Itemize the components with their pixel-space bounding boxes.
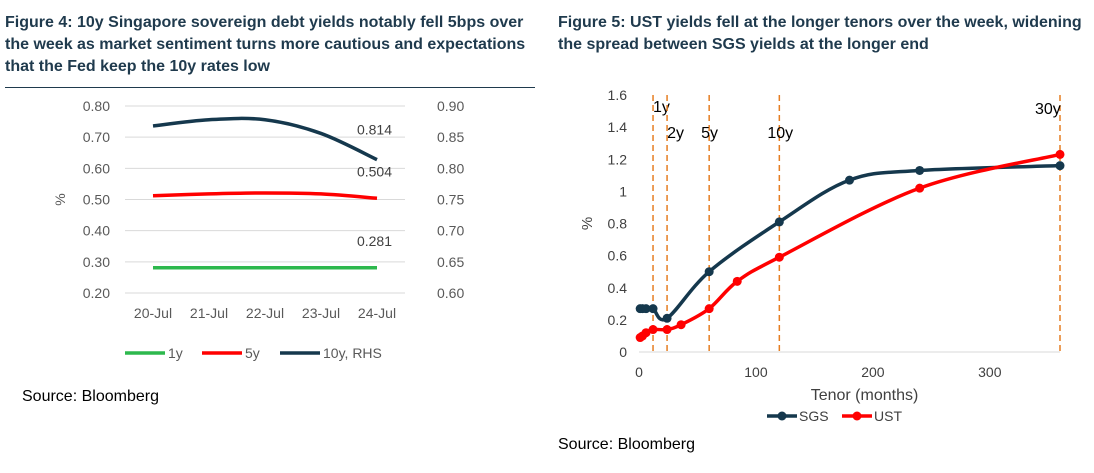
- tenor-marker-label: 5y: [701, 125, 718, 142]
- data-label: 0.504: [357, 163, 392, 179]
- legend-label: UST: [874, 408, 902, 424]
- x-tick-label: 200: [861, 364, 885, 380]
- data-point-sgs: [648, 304, 658, 314]
- x-tick-label: 22-Jul: [246, 305, 284, 321]
- series-line-5y: [152, 191, 378, 200]
- data-point-sgs: [915, 165, 925, 175]
- figure-5-title: Figure 5: UST yields fell at the longer …: [558, 14, 1082, 53]
- y-tick-label: 0.20: [83, 285, 110, 301]
- y2-tick-label: 0.60: [437, 285, 464, 301]
- tenor-marker-label: 1y: [653, 99, 670, 116]
- data-point-ust: [915, 183, 925, 193]
- y-tick-label: 0.6: [608, 248, 628, 264]
- data-label: 0.281: [357, 233, 392, 249]
- title-rule: [5, 87, 535, 88]
- x-tick-label: 24-Jul: [358, 305, 396, 321]
- data-point-sgs: [641, 304, 651, 314]
- y-tick-label: 1.2: [608, 151, 628, 167]
- data-point-ust: [704, 304, 714, 314]
- x-tick-label: 100: [744, 364, 768, 380]
- y-tick-label: 0.70: [83, 129, 110, 145]
- y-tick-label: 0.8: [608, 216, 628, 232]
- data-point-sgs: [662, 313, 672, 323]
- figure-4-chart: 0.80 0.70 0.60 0.50 0.40 0.30 0.20 0.90 0.85 0.80…: [52, 98, 464, 361]
- y-tick-label: 0.2: [608, 312, 628, 328]
- legend-label: 10y, RHS: [323, 345, 382, 361]
- y2-tick-label: 0.90: [437, 98, 464, 114]
- tenor-marker-label: 2y: [667, 125, 684, 142]
- y-tick-label: 1.4: [608, 119, 628, 135]
- figure-5-chart: 1.6 1.4 1.2 1 0.8 0.6 0.4 0.2 00 100 200 300% Tenor …: [579, 87, 1065, 424]
- figure-4-title: Figure 4: 10y Singapore sovereign debt y…: [5, 14, 526, 75]
- data-label: 0.814: [357, 122, 392, 138]
- y2-tick-label: 0.75: [437, 192, 464, 208]
- data-point-ust: [676, 320, 686, 330]
- y-tick-label: 0.80: [83, 98, 110, 114]
- y2-tick-label: 0.65: [437, 254, 464, 270]
- series-line-10y-rhs: [152, 116, 378, 162]
- y-tick-label: 0: [619, 344, 627, 360]
- y-axis-label: %: [52, 193, 68, 205]
- legend-marker: [852, 411, 862, 421]
- series-line-sgs: [640, 163, 1061, 322]
- y-tick-label: 0.50: [83, 192, 110, 208]
- y-axis-label: %: [579, 217, 596, 230]
- y-tick-label: 0.4: [608, 280, 628, 296]
- data-point-ust: [648, 325, 658, 335]
- data-point-sgs: [704, 267, 714, 277]
- y-tick-label: 1: [619, 183, 627, 199]
- y2-tick-label: 0.70: [437, 223, 464, 239]
- y2-tick-label: 0.85: [437, 129, 464, 145]
- y2-tick-label: 0.80: [437, 160, 464, 176]
- tenor-marker-label: 30y: [1035, 101, 1061, 118]
- legend-label: 1y: [168, 345, 183, 361]
- legend-marker: [777, 411, 787, 421]
- figure-5-source: Source: Bloomberg: [558, 436, 695, 453]
- data-point-ust: [1055, 149, 1065, 159]
- data-point-sgs: [1055, 161, 1065, 171]
- data-point-ust: [662, 325, 672, 335]
- y-tick-label: 0.40: [83, 223, 110, 239]
- x-tick-label: 300: [978, 364, 1002, 380]
- x-tick-label: 0: [635, 364, 643, 380]
- data-point-ust: [774, 252, 784, 262]
- x-tick-label: 21-Jul: [190, 305, 228, 321]
- y-tick-label: 1.6: [608, 87, 628, 103]
- legend-label: 5y: [245, 345, 260, 361]
- data-point-ust: [641, 328, 651, 338]
- x-axis-label: Tenor (months): [811, 387, 919, 404]
- legend-label: SGS: [799, 408, 829, 424]
- x-tick-label: 23-Jul: [302, 305, 340, 321]
- data-point-sgs: [774, 217, 784, 227]
- data-point-sgs: [845, 175, 854, 185]
- tenor-marker-label: 10y: [767, 125, 793, 142]
- y-tick-label: 0.30: [83, 254, 110, 270]
- x-tick-label: 20-Jul: [134, 305, 172, 321]
- figure-4-source: Source: Bloomberg: [22, 388, 159, 405]
- data-point-ust: [732, 276, 742, 286]
- y-tick-label: 0.60: [83, 160, 110, 176]
